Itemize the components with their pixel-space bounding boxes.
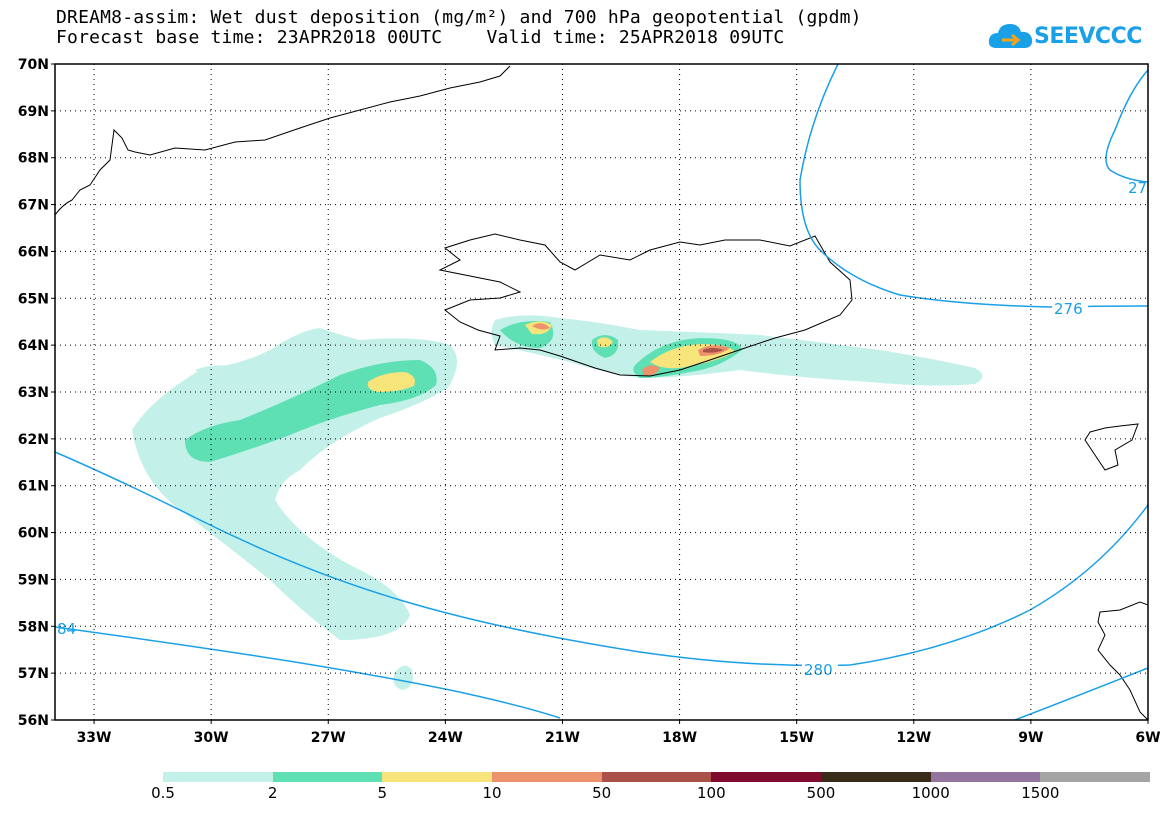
colorbar-label: 2 xyxy=(267,784,278,802)
colorbar-swatch xyxy=(711,772,822,782)
colorbar-swatch xyxy=(163,772,274,782)
lon-label: 18W xyxy=(662,730,697,746)
colorbar-label: 0.5 xyxy=(151,784,175,802)
dust-field xyxy=(132,315,983,690)
map-subtitle: Forecast base time: 23APR2018 00UTC Vali… xyxy=(56,27,785,48)
colorbar-swatch xyxy=(930,772,1041,782)
colorbar-label: 100 xyxy=(697,784,726,802)
dust-iceland-extreme xyxy=(703,348,724,353)
colorbar-label: 5 xyxy=(377,784,388,802)
longitude-labels: 33W 30W 27W 24W 21W 18W 15W 12W 9W 6W xyxy=(77,720,1161,746)
contour-label-280: 280 xyxy=(804,661,833,679)
contour-label-84: 84 xyxy=(57,620,76,638)
colorbar-swatch xyxy=(492,772,603,782)
lat-label: 58N xyxy=(18,619,49,635)
contour-280 xyxy=(55,451,1148,667)
lat-label: 61N xyxy=(18,479,49,495)
dust-plume-west-small xyxy=(195,365,240,380)
lat-label: 63N xyxy=(18,385,49,401)
lat-label: 59N xyxy=(18,572,49,588)
iceland-coast xyxy=(438,233,853,377)
colorbar-swatch xyxy=(821,772,932,782)
lat-label: 56N xyxy=(18,713,49,729)
logo-text: SEEVCCC xyxy=(1034,24,1142,49)
contour-label-276: 276 xyxy=(1054,300,1083,318)
colorbar-label: 10 xyxy=(482,784,502,802)
colorbar-label: 1000 xyxy=(911,784,950,802)
colorbar-label: 50 xyxy=(592,784,612,802)
latitude-labels: 70N 69N 68N 67N 66N 65N 64N 63N 62N 61N 60N 59N 58N 5… xyxy=(18,57,55,729)
gridlines xyxy=(55,64,1148,720)
lat-label: 70N xyxy=(18,57,49,73)
coastlines xyxy=(55,65,1148,720)
map-title: DREAM8-assim: Wet dust deposition (mg/m²… xyxy=(56,7,862,28)
colorbar-swatch xyxy=(1040,772,1151,782)
lon-label: 9W xyxy=(1018,730,1043,746)
dust-iceland-veryhigh-b xyxy=(642,365,660,376)
contour-276 xyxy=(799,64,1148,308)
lat-label: 57N xyxy=(18,666,49,682)
lon-label: 12W xyxy=(896,730,931,746)
lat-label: 64N xyxy=(18,338,49,354)
colorbar-swatch xyxy=(382,772,493,782)
lon-label: 15W xyxy=(779,730,814,746)
colorbar-swatch xyxy=(272,772,383,782)
contour-label-27: 27 xyxy=(1128,179,1147,197)
lat-label: 68N xyxy=(18,151,49,167)
lat-label: 65N xyxy=(18,291,49,307)
cloud-logo-icon xyxy=(988,24,1033,48)
dust-plume-west-high xyxy=(367,372,415,392)
scotland-mainland-coast xyxy=(1097,601,1148,720)
lon-label: 33W xyxy=(77,730,112,746)
lat-label: 60N xyxy=(18,526,49,542)
contour-284 xyxy=(55,626,561,719)
contour-284-east xyxy=(1014,667,1148,720)
dust-iceland-veryhigh-a xyxy=(532,323,550,330)
colorbar-swatch xyxy=(601,772,712,782)
lon-label: 24W xyxy=(428,730,463,746)
contour-272 xyxy=(1105,69,1148,183)
colorbar-label: 1500 xyxy=(1021,784,1060,802)
lat-label: 67N xyxy=(18,198,49,214)
lat-label: 62N xyxy=(18,432,49,448)
lon-label: 21W xyxy=(545,730,580,746)
seevccc-logo: SEEVCCC xyxy=(988,18,1148,58)
lon-label: 6W xyxy=(1135,730,1160,746)
lat-label: 66N xyxy=(18,244,49,260)
dust-blob-south xyxy=(393,665,413,690)
scotland-islands-coast xyxy=(1084,423,1139,471)
greenland-coast xyxy=(55,65,511,216)
colorbar-label: 500 xyxy=(806,784,836,802)
lon-label: 30W xyxy=(194,730,229,746)
lon-label: 27W xyxy=(311,730,346,746)
lat-label: 69N xyxy=(18,104,49,120)
